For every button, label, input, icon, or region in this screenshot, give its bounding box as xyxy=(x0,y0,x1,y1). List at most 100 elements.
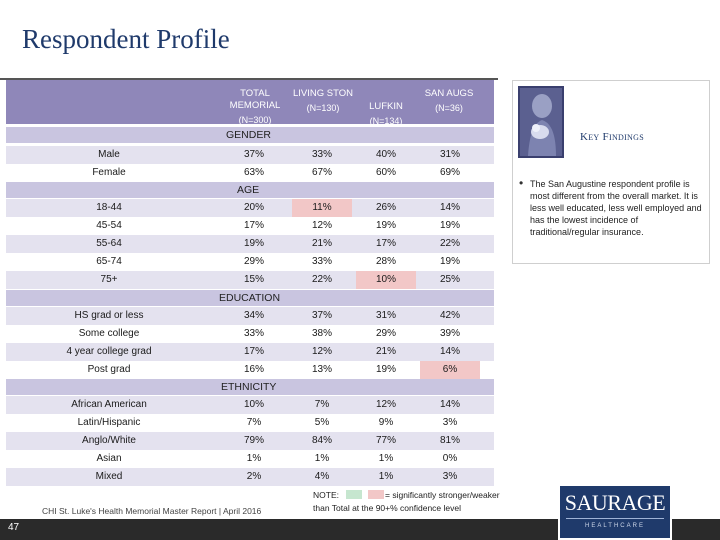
table-row: 18-44 20% 11% 26% 14% xyxy=(6,199,494,217)
table-row: HS grad or less 34% 37% 31% 42% xyxy=(6,307,494,325)
title-divider xyxy=(0,78,498,80)
table-cell: 81% xyxy=(439,435,460,446)
note-label: NOTE: xyxy=(313,490,339,500)
table-row: Female 63% 67% 60% 69% xyxy=(6,164,494,182)
table-row: Some college 33% 38% 29% 39% xyxy=(6,325,494,343)
row-label: Latin/Hispanic xyxy=(77,417,141,428)
table-row: Mixed 2% 4% 1% 3% xyxy=(6,468,494,486)
table-cell: 1% xyxy=(378,453,394,464)
section-label: ETHNICITY xyxy=(221,381,277,393)
table-cell: 37% xyxy=(243,149,264,160)
table-row: Post grad 16% 13% 19% 6% xyxy=(6,361,494,379)
table-cell: 63% xyxy=(243,167,264,178)
section-gender: GENDER xyxy=(6,127,494,143)
table-cell: 17% xyxy=(243,346,264,357)
table-cell: 16% xyxy=(243,364,264,375)
table-row: Asian 1% 1% 1% 0% xyxy=(6,450,494,468)
table-cell: 12% xyxy=(311,346,332,357)
row-label: Anglo/White xyxy=(82,435,136,446)
table-cell: 29% xyxy=(375,328,396,339)
section-label: EDUCATION xyxy=(219,292,281,304)
footer-bar xyxy=(0,519,720,540)
table-cell: 10% xyxy=(243,399,264,410)
table-row: 55-64 19% 21% 17% 22% xyxy=(6,235,494,253)
table-cell: 34% xyxy=(243,310,264,321)
table-cell: 31% xyxy=(375,310,396,321)
table-row: 45-54 17% 12% 19% 19% xyxy=(6,217,494,235)
table-cell: 31% xyxy=(439,149,460,160)
table-cell: 22% xyxy=(439,238,460,249)
table-row: 65-74 29% 33% 28% 19% xyxy=(6,253,494,271)
table-cell: 13% xyxy=(311,364,332,375)
table-cell: 60% xyxy=(375,167,396,178)
table-cell: 19% xyxy=(243,238,264,249)
section-ethnicity: ETHNICITY xyxy=(6,379,494,395)
table-cell: 25% xyxy=(439,274,460,285)
table-cell: 5% xyxy=(314,417,330,428)
note-confidence-text: than Total at the 90+% confidence level xyxy=(313,503,461,513)
row-label: 65-74 xyxy=(96,256,122,267)
logo-subtext: HEALTHCARE xyxy=(585,523,645,529)
table-row: 4 year college grad 17% 12% 21% 14% xyxy=(6,343,494,361)
table-row: Male 37% 33% 40% 31% xyxy=(6,146,494,164)
table-cell: 29% xyxy=(243,256,264,267)
table-cell: 19% xyxy=(375,364,396,375)
footer-source: CHI St. Luke's Health Memorial Master Re… xyxy=(42,506,262,516)
row-label: 18-44 xyxy=(96,202,122,213)
table-cell: 17% xyxy=(375,238,396,249)
bullet-icon: • xyxy=(519,176,524,190)
table-cell: 15% xyxy=(243,274,264,285)
table-cell: 19% xyxy=(439,256,460,267)
key-findings-title: Key Findings xyxy=(580,131,644,143)
row-label: HS grad or less xyxy=(74,310,144,321)
table-row: 75+ 15% 22% 10% 25% xyxy=(6,271,494,289)
table-cell: 1% xyxy=(314,453,330,464)
table-cell: 77% xyxy=(375,435,396,446)
table-cell: 2% xyxy=(246,471,262,482)
table-cell: 6% xyxy=(420,361,480,379)
note-legend-text: = significantly stronger/weaker xyxy=(385,490,500,500)
legend-stronger-swatch xyxy=(346,490,362,499)
table-cell: 37% xyxy=(311,310,332,321)
table-cell: 17% xyxy=(243,220,264,231)
row-label: Male xyxy=(98,149,120,160)
row-label: Asian xyxy=(96,453,122,464)
table-cell: 40% xyxy=(375,149,396,160)
table-cell: 33% xyxy=(311,149,332,160)
table-cell: 26% xyxy=(375,202,396,213)
table-cell: 28% xyxy=(375,256,396,267)
table-cell: 69% xyxy=(439,167,460,178)
table-cell: 21% xyxy=(375,346,396,357)
table-cell: 19% xyxy=(439,220,460,231)
table-cell: 12% xyxy=(311,220,332,231)
column-header-total: TOTAL MEMORIAL (N=300) xyxy=(229,88,281,125)
table-cell: 22% xyxy=(311,274,332,285)
table-cell: 33% xyxy=(311,256,332,267)
table-cell: 1% xyxy=(246,453,262,464)
logo-divider xyxy=(566,518,664,519)
table-cell: 1% xyxy=(378,471,394,482)
column-header-san-augs: SAN AUGS (N=36) xyxy=(424,88,474,113)
table-cell: 10% xyxy=(356,271,416,289)
table-row: African American 10% 7% 12% 14% xyxy=(6,396,494,414)
table-cell: 11% xyxy=(292,199,352,217)
page-title: Respondent Profile xyxy=(22,24,230,54)
table-cell: 12% xyxy=(375,399,396,410)
table-row: Anglo/White 79% 84% 77% 81% xyxy=(6,432,494,450)
section-label: GENDER xyxy=(226,129,271,141)
table-cell: 21% xyxy=(311,238,332,249)
table-cell: 7% xyxy=(314,399,330,410)
row-label: Mixed xyxy=(95,471,123,482)
table-cell: 3% xyxy=(442,471,458,482)
column-header-lufkin: LUFKIN (N=134) xyxy=(369,101,403,126)
key-findings-text: The San Augustine respondent profile is … xyxy=(530,179,702,237)
table-cell: 7% xyxy=(246,417,262,428)
table-cell: 67% xyxy=(311,167,332,178)
table-cell: 39% xyxy=(439,328,460,339)
section-education: EDUCATION xyxy=(6,290,494,306)
row-label: 75+ xyxy=(100,274,118,285)
table-row: Latin/Hispanic 7% 5% 9% 3% xyxy=(6,414,494,432)
row-label: Female xyxy=(92,167,126,178)
row-label: Post grad xyxy=(87,364,131,375)
row-label: Some college xyxy=(78,328,140,339)
